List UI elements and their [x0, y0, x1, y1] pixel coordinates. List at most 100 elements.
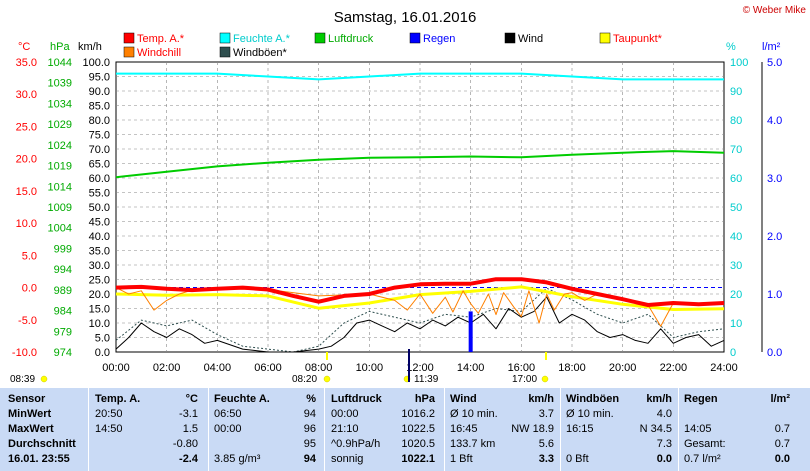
temp-value: -2.4 — [179, 453, 198, 465]
pressure-tick-label: 1034 — [48, 98, 72, 110]
x-tick-label: 14:00 — [457, 362, 485, 374]
temp-tick-label: 5.0 — [22, 250, 37, 262]
rain-value: 0.7 — [774, 438, 790, 450]
event-marker-line — [408, 349, 410, 382]
x-tick-label: 00:00 — [102, 362, 130, 374]
time-marker-label: 08:20 — [292, 374, 317, 385]
pressure-header: Luftdruck — [331, 393, 382, 405]
rain-unit-header: l/m² — [770, 393, 790, 405]
legend-swatch — [123, 32, 135, 44]
temp-tick-label: 30.0 — [16, 89, 37, 101]
pressure-time: ^0.9hPa/h — [331, 438, 381, 450]
legend-label: Luftdruck — [328, 33, 374, 45]
humidity-tick-label: 60 — [730, 173, 742, 185]
pressure-time: 21:10 — [331, 423, 359, 435]
column-divider — [444, 388, 445, 471]
rain-value: 0.7 — [774, 423, 790, 435]
legend-label: Windchill — [137, 47, 181, 59]
time-markers: 08:39 08:20 11:39 17:00 — [10, 349, 549, 385]
legend-swatch — [314, 32, 326, 44]
column-divider — [560, 388, 561, 471]
wind-value: NW 18.9 — [511, 423, 554, 435]
wind-tick-label: 75.0 — [89, 130, 110, 142]
column-divider — [678, 388, 679, 471]
sunrise-tick — [326, 352, 328, 360]
sun-marker-icon — [40, 375, 48, 383]
temp-tick-label: -10.0 — [12, 347, 37, 359]
chart-title: Samstag, 16.01.2016 — [334, 9, 477, 26]
humidity-unit-label: % — [726, 41, 736, 53]
gust-time: Ø 10 min. — [566, 408, 614, 420]
pressure-value: 1022.1 — [401, 453, 435, 465]
pressure-tick-label: 989 — [54, 285, 72, 297]
grid — [116, 62, 724, 352]
row-label: Durchschnitt — [8, 438, 76, 450]
series-temp-a — [115, 277, 725, 307]
humidity-tick-label: 10 — [730, 318, 742, 330]
pressure-tick-label: 1044 — [48, 57, 72, 69]
temp-unit-label: °C — [18, 41, 30, 53]
temp-time: 14:50 — [95, 423, 123, 435]
wind-tick-label: 20.0 — [89, 289, 110, 301]
humidity-header: Feuchte A. — [214, 393, 270, 405]
time-marker-label: 08:39 — [10, 374, 35, 385]
wind-time: 16:45 — [450, 423, 478, 435]
temp-value: -3.1 — [179, 408, 198, 420]
x-tick-label: 06:00 — [254, 362, 282, 374]
temp-tick-label: 35.0 — [16, 57, 37, 69]
stats-header-row: Sensor Temp. A. °C Feuchte A. % Luftdruc… — [0, 392, 810, 407]
humidity-time: 06:50 — [214, 408, 242, 420]
rain-value: 0.0 — [774, 453, 790, 465]
legend-swatch — [123, 46, 135, 58]
statistics-table: Sensor Temp. A. °C Feuchte A. % Luftdruc… — [0, 388, 810, 471]
rain-header: Regen — [684, 393, 718, 405]
legend-label: Feuchte A.* — [233, 33, 291, 45]
x-tick-label: 20:00 — [609, 362, 637, 374]
pressure-tick-label: 999 — [54, 243, 72, 255]
temp-unit-header: °C — [185, 393, 198, 405]
x-tick-label: 12:00 — [406, 362, 434, 374]
rain-tick-label: 1.0 — [767, 289, 782, 301]
wind-tick-label: 40.0 — [89, 231, 110, 243]
x-tick-label: 04:00 — [204, 362, 232, 374]
wind-tick-label: 0.0 — [95, 347, 110, 359]
wind-tick-label: 65.0 — [89, 159, 110, 171]
pressure-tick-label: 979 — [54, 326, 72, 338]
rain-tick-label: 3.0 — [767, 173, 782, 185]
pressure-tick-label: 994 — [54, 264, 72, 276]
pressure-value: 1016.2 — [401, 408, 435, 420]
rain-tick-label: 4.0 — [767, 115, 782, 127]
pressure-tick-label: 1019 — [48, 161, 72, 173]
series-windb-en — [115, 287, 725, 353]
column-divider — [324, 388, 325, 471]
series-luftdruck — [115, 150, 725, 179]
series-layer — [115, 72, 725, 353]
row-label: 16.01. 23:55 — [8, 453, 70, 465]
legend-swatch — [504, 32, 516, 44]
wind-tick-label: 95.0 — [89, 72, 110, 84]
temp-tick-label: 10.0 — [16, 218, 37, 230]
pressure-time: 00:00 — [331, 408, 359, 420]
gust-unit-header: km/h — [646, 393, 672, 405]
wind-time: 1 Bft — [450, 453, 473, 465]
left-axes: 35.0 30.0 25.0 20.0 15.0 10.0 5.0 0.0 -5.0 -10.0 1… — [12, 57, 110, 359]
gust-value: 4.0 — [656, 408, 672, 420]
wind-tick-label: 15.0 — [89, 304, 110, 316]
row-label: MaxWert — [8, 423, 54, 435]
sun-marker-icon — [323, 375, 331, 383]
wind-unit-header: km/h — [528, 393, 554, 405]
temp-tick-label: 0.0 — [22, 283, 37, 295]
rain-bar — [468, 311, 473, 352]
pressure-tick-label: 1029 — [48, 119, 72, 131]
x-tick-label: 08:00 — [305, 362, 333, 374]
wind-tick-label: 85.0 — [89, 101, 110, 113]
wind-tick-label: 30.0 — [89, 260, 110, 272]
x-tick-label: 24:00 — [710, 362, 738, 374]
humidity-value: 94 — [303, 408, 316, 420]
rain-time: 0.7 l/m² — [684, 453, 721, 465]
wind-tick-label: 55.0 — [89, 188, 110, 200]
humidity-value: 94 — [303, 453, 316, 465]
pressure-unit-label: hPa — [50, 41, 70, 53]
stats-row: MaxWert 14:50 1.5 00:00 96 21:10 1022.5 16:45 NW… — [0, 422, 810, 437]
